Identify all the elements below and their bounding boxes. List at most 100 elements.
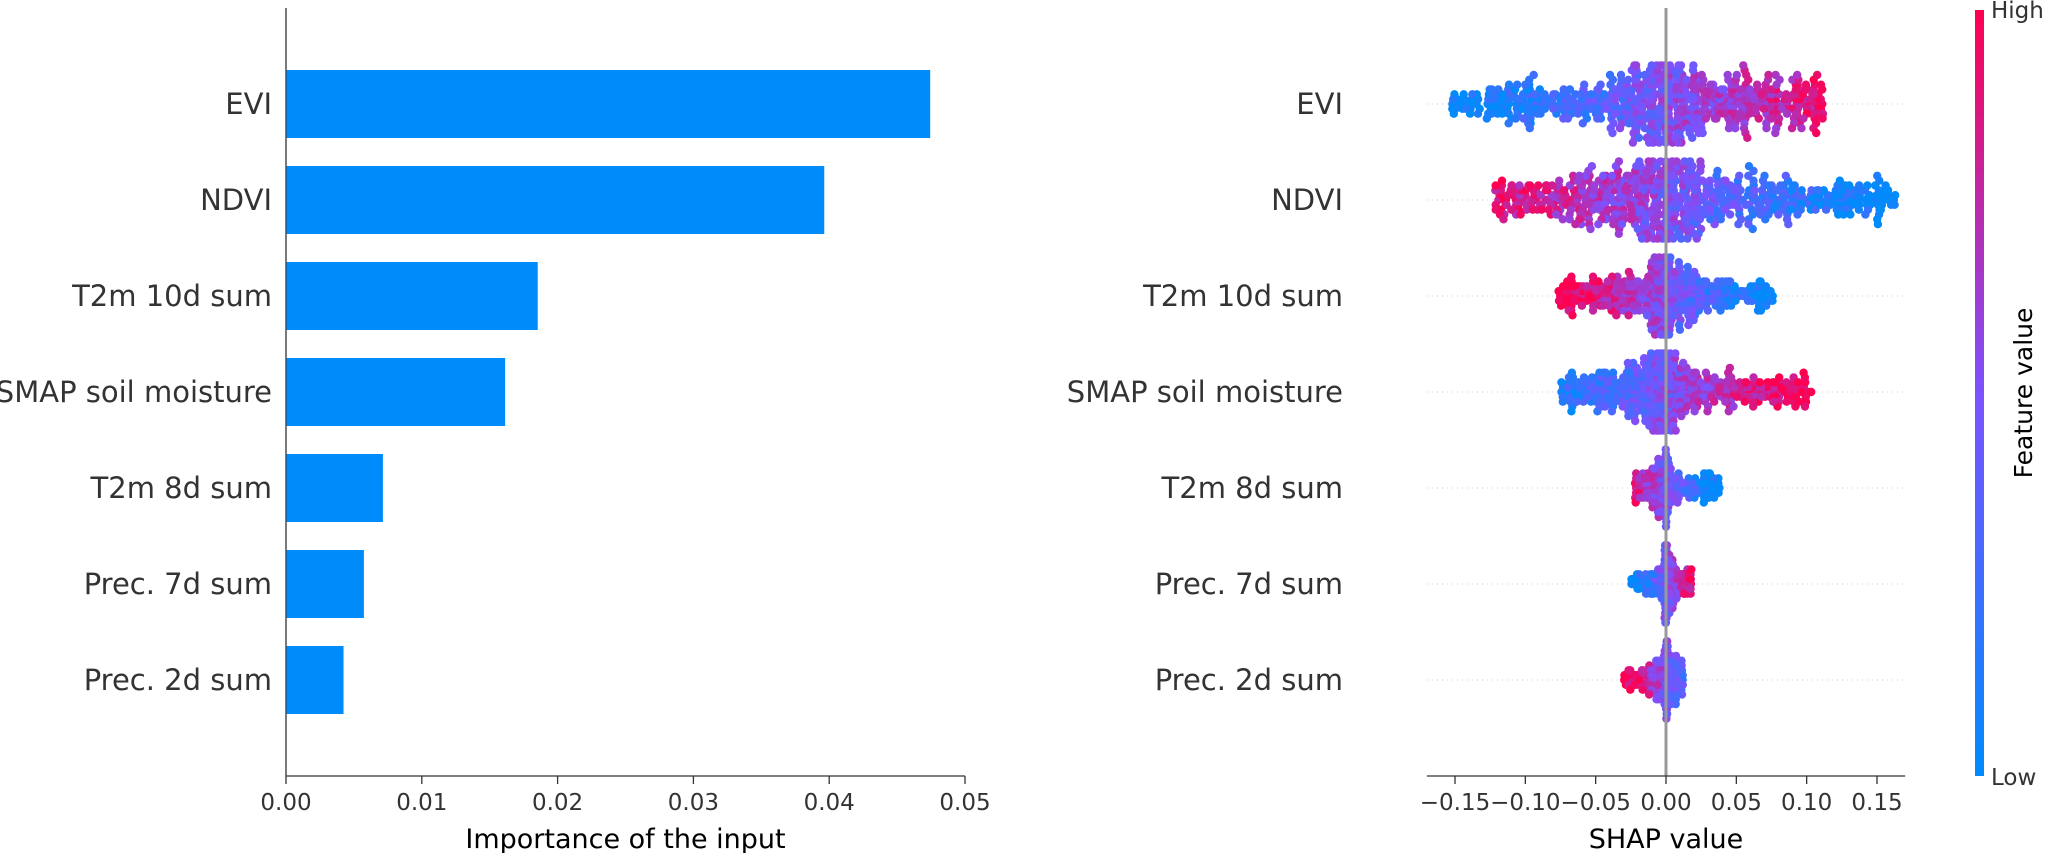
beeswarm-point — [1656, 157, 1665, 166]
beeswarm-x-tick-label: 0.15 — [1851, 790, 1902, 816]
beeswarm-point — [1596, 80, 1605, 89]
beeswarm-point — [1626, 407, 1635, 416]
beeswarm-category-label: T2m 8d sum — [1161, 471, 1343, 505]
beeswarm-point — [1735, 378, 1744, 387]
beeswarm-point — [1602, 104, 1612, 114]
beeswarm-point — [1721, 378, 1731, 387]
beeswarm-point — [1515, 181, 1524, 190]
beeswarm-point — [1890, 200, 1899, 209]
feature-value-colorbar: High Low Feature value — [1975, 0, 2044, 791]
beeswarm-point — [1565, 215, 1574, 224]
beeswarm-point — [1668, 493, 1678, 502]
beeswarm-point — [1699, 210, 1709, 219]
beeswarm-point — [1644, 138, 1654, 147]
importance-bar-chart: EVI NDVI T2m 10d sum SMAP soil moisture T2m … — [0, 8, 991, 853]
beeswarm-point — [1752, 291, 1761, 301]
shap-beeswarm-chart: EVI NDVI T2m 10d sum SMAP soil moisture T2m … — [1067, 8, 1906, 853]
importance-bar — [286, 358, 506, 426]
bar-x-tick-label: 0.03 — [668, 790, 719, 816]
beeswarm-point — [1677, 234, 1686, 243]
beeswarm-point — [1776, 181, 1785, 190]
beeswarm-point — [1719, 85, 1728, 94]
beeswarm-point — [1754, 114, 1764, 123]
beeswarm-point — [1644, 272, 1653, 281]
beeswarm-point — [1680, 589, 1689, 598]
beeswarm-point — [1540, 90, 1549, 99]
beeswarm-point — [1511, 114, 1521, 123]
beeswarm-point — [1499, 215, 1508, 224]
beeswarm-point — [1624, 171, 1633, 180]
beeswarm-point — [1671, 474, 1680, 483]
beeswarm-point — [1632, 162, 1641, 171]
beeswarm-point — [1507, 205, 1516, 214]
beeswarm-point — [1645, 421, 1654, 430]
beeswarm-point — [1630, 671, 1640, 680]
beeswarm-point — [1736, 85, 1746, 94]
beeswarm-point — [1599, 368, 1608, 377]
beeswarm-point — [1590, 181, 1599, 190]
beeswarm-row — [1491, 157, 1900, 243]
beeswarm-point — [1644, 157, 1653, 166]
beeswarm-point — [1589, 205, 1598, 214]
beeswarm-point — [1448, 104, 1457, 114]
beeswarm-point — [1638, 685, 1647, 694]
beeswarm-point — [1701, 479, 1710, 488]
beeswarm-category-label: NDVI — [1271, 183, 1343, 217]
beeswarm-point — [1644, 579, 1653, 589]
beeswarm-point — [1740, 397, 1750, 406]
beeswarm-point — [1685, 157, 1695, 166]
beeswarm-point — [1630, 680, 1640, 689]
beeswarm-point — [1717, 277, 1727, 286]
beeswarm-category-label: Prec. 2d sum — [1155, 663, 1343, 697]
beeswarm-point — [1627, 215, 1636, 224]
beeswarm-point — [1570, 282, 1579, 291]
beeswarm-x-tick-label: 0.10 — [1781, 790, 1832, 816]
beeswarm-point — [1846, 210, 1855, 219]
beeswarm-point — [1703, 407, 1712, 416]
beeswarm-point — [1750, 186, 1759, 195]
beeswarm-point — [1891, 191, 1900, 200]
beeswarm-point — [1549, 104, 1558, 114]
beeswarm-point — [1585, 291, 1595, 301]
beeswarm-point — [1782, 109, 1792, 118]
beeswarm-point — [1713, 166, 1722, 176]
beeswarm-point — [1507, 181, 1516, 190]
beeswarm-point — [1710, 397, 1719, 406]
beeswarm-point — [1634, 570, 1644, 579]
beeswarm-point — [1603, 277, 1613, 286]
beeswarm-point — [1733, 114, 1743, 123]
beeswarm-point — [1567, 368, 1577, 377]
beeswarm-point — [1729, 402, 1738, 411]
beeswarm-point — [1764, 210, 1773, 219]
beeswarm-point — [1688, 133, 1697, 142]
beeswarm-point — [1676, 570, 1686, 579]
beeswarm-point — [1669, 311, 1679, 320]
beeswarm-point — [1726, 301, 1736, 310]
beeswarm-point — [1588, 306, 1598, 315]
beeswarm-point — [1623, 358, 1633, 368]
beeswarm-point — [1721, 176, 1730, 185]
beeswarm-category-label: Prec. 7d sum — [1155, 567, 1343, 601]
colorbar-title: Feature value — [2009, 308, 2038, 479]
importance-bar — [286, 166, 825, 234]
bar-category-label: EVI — [225, 87, 272, 121]
beeswarm-point — [1577, 301, 1587, 310]
beeswarm-point — [1635, 474, 1644, 483]
beeswarm-point — [1625, 368, 1634, 377]
beeswarm-point — [1655, 138, 1664, 147]
beeswarm-point — [1634, 133, 1644, 142]
beeswarm-point — [1516, 210, 1525, 219]
beeswarm-point — [1807, 387, 1816, 397]
beeswarm-point — [1568, 171, 1578, 180]
beeswarm-row — [1630, 445, 1724, 531]
beeswarm-point — [1730, 383, 1739, 392]
beeswarm-point — [1680, 272, 1690, 281]
beeswarm-point — [1743, 133, 1752, 142]
bar-x-tick-label: 0.05 — [939, 790, 990, 816]
beeswarm-point — [1812, 128, 1821, 138]
beeswarm-point — [1786, 205, 1795, 214]
beeswarm-point — [1587, 162, 1597, 171]
beeswarm-point — [1762, 124, 1771, 133]
beeswarm-point — [1624, 75, 1633, 85]
beeswarm-point — [1597, 402, 1606, 411]
